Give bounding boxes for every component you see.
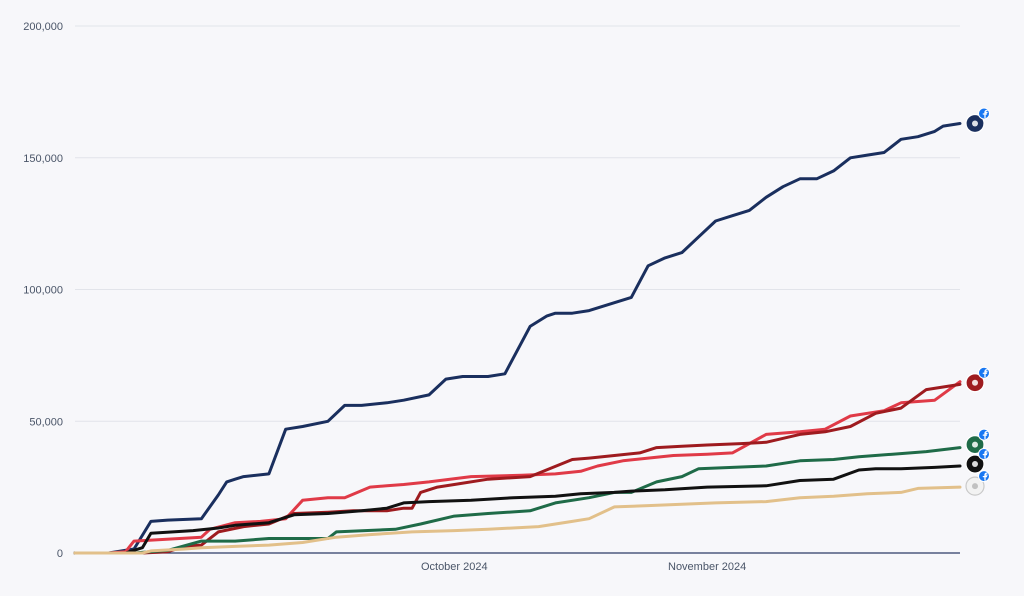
team-logo-mark bbox=[972, 461, 978, 468]
team-logo-mark bbox=[972, 483, 978, 490]
49ers-logo-with-facebook-badge[interactable] bbox=[965, 366, 990, 393]
label-layer: 0 50,000 100,000 150,000 200,000 October 2024… bbox=[23, 21, 746, 573]
facebook-icon bbox=[978, 107, 990, 120]
series-layer bbox=[73, 122, 962, 555]
y-tick-label: 100,000 bbox=[23, 285, 63, 297]
team-logo-mark bbox=[972, 379, 978, 386]
y-tick-label: 200,000 bbox=[23, 21, 63, 33]
facebook-icon bbox=[978, 470, 990, 483]
series-line-5 bbox=[73, 464, 962, 555]
facebook-icon bbox=[978, 428, 990, 441]
raiders-logo-with-facebook-badge[interactable] bbox=[965, 448, 990, 474]
y-tick-label: 0 bbox=[57, 548, 63, 560]
facebook-icon bbox=[978, 448, 990, 461]
series-line-1 bbox=[73, 122, 962, 555]
jets-logo-with-facebook-badge[interactable] bbox=[965, 428, 990, 455]
y-tick-label: 150,000 bbox=[23, 153, 63, 165]
y-tick-label: 50,000 bbox=[29, 416, 63, 428]
facebook-icon bbox=[978, 366, 990, 379]
x-tick-label: October 2024 bbox=[421, 561, 488, 573]
grid-layer bbox=[75, 25, 960, 554]
x-tick-label: November 2024 bbox=[668, 561, 746, 573]
logo-layer bbox=[965, 107, 990, 496]
series-line-6 bbox=[73, 485, 962, 555]
series-line-3 bbox=[73, 382, 962, 555]
dallas-star-logo-with-facebook-badge[interactable] bbox=[965, 107, 990, 134]
team-logo-mark bbox=[972, 441, 978, 448]
team-logo-mark bbox=[972, 120, 978, 127]
rams-logo-with-facebook-badge[interactable] bbox=[965, 470, 990, 496]
series-line-4 bbox=[73, 446, 962, 555]
